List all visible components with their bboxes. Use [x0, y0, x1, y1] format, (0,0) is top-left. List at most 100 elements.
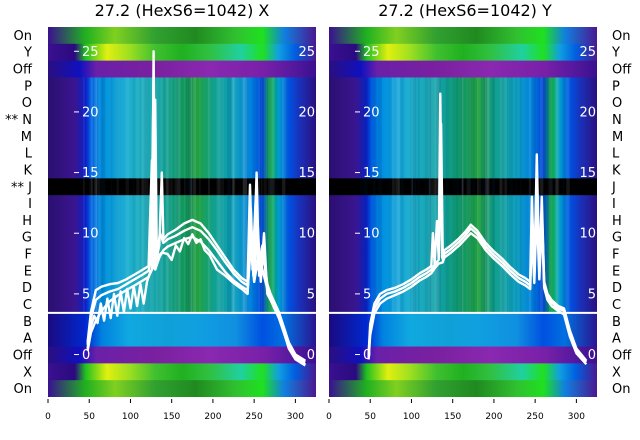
row-label: Off: [13, 348, 33, 363]
y-tick-label: 15: [363, 166, 380, 181]
texture-stripe: [268, 77, 272, 312]
row-label: X: [23, 365, 32, 380]
heatmap-row: [329, 363, 597, 380]
texture-stripe: [232, 77, 234, 312]
y-tick-label: 10: [298, 227, 315, 242]
row-label: A: [612, 332, 621, 347]
texture-stripe: [396, 77, 399, 312]
row-label: ** J: [11, 180, 32, 195]
row-label: F: [612, 248, 619, 263]
row-label: M: [21, 130, 32, 145]
row-label: I: [612, 197, 616, 212]
heatmap-row: [48, 61, 316, 78]
x-tick-label: 100: [122, 412, 139, 422]
row-label: Off: [612, 348, 632, 363]
y-tick-label: 25: [82, 45, 99, 60]
row-label: Off: [612, 63, 632, 78]
y-tick-label: 5: [363, 287, 371, 302]
heatmap-row: [329, 380, 597, 397]
row-label: I: [28, 197, 32, 212]
x-tick-label: 150: [163, 412, 180, 422]
row-label: X: [612, 365, 621, 380]
y-tick-label: 20: [579, 105, 596, 120]
row-label: G: [22, 231, 32, 246]
texture-stripe: [133, 77, 135, 312]
x-tick-label: 100: [403, 412, 420, 422]
texture-stripe: [467, 77, 469, 312]
texture-stripe: [448, 77, 450, 312]
y-tick-label: 0: [82, 348, 90, 363]
row-label: C: [23, 298, 32, 313]
chart-panel-x: 27.2 (HexS6=1042) X 05101520250510152025…: [5, 1, 316, 422]
y-tick-label: 5: [588, 287, 596, 302]
y-tick-label: 15: [579, 166, 596, 181]
texture-stripe: [282, 77, 285, 312]
chart-title: 27.2 (HexS6=1042) X: [95, 1, 270, 20]
row-label: D: [612, 281, 622, 296]
row-label: Off: [13, 63, 33, 78]
texture-stripe: [563, 77, 564, 312]
texture-stripe: [401, 77, 404, 312]
x-tick-label: 200: [204, 412, 221, 422]
row-labels: OnYOffPONMLKJIHGFEDCBAOffXOn: [611, 29, 632, 397]
y-tick-label: 10: [579, 227, 596, 242]
y-tick-label: 10: [82, 227, 99, 242]
x-tick-label: 300: [287, 412, 304, 422]
heatmap-row: [48, 27, 316, 44]
texture-stripe: [461, 77, 462, 312]
texture-stripe: [446, 77, 447, 312]
x-axis: 0 50 100 150 200 250 300: [326, 399, 585, 422]
texture-stripe: [102, 77, 106, 312]
y-tick-label: 25: [579, 45, 596, 60]
row-labels: OnYOffPO** NMLK** JIHGFEDCBAOffXOn: [5, 29, 33, 397]
row-label: B: [612, 315, 621, 330]
row-label: E: [612, 264, 620, 279]
x-tick-label: 50: [365, 412, 377, 422]
row-label: On: [612, 382, 630, 397]
row-label: P: [24, 79, 32, 94]
heatmap-row: [329, 61, 597, 78]
row-label: A: [23, 332, 32, 347]
texture-stripe: [485, 77, 489, 312]
x-tick-label: 0: [45, 412, 51, 422]
row-label: K: [612, 163, 621, 178]
texture-stripe: [178, 77, 181, 312]
chart-title: 27.2 (HexS6=1042) Y: [378, 1, 552, 20]
texture-stripe: [208, 77, 210, 312]
texture-stripe: [433, 77, 436, 312]
texture-stripe: [272, 77, 274, 312]
heatmap-plot: 0 5 10 15 20 25 0 5 10 15 20 25: [329, 27, 597, 398]
texture-stripe: [477, 77, 480, 312]
row-label: P: [612, 79, 620, 94]
row-label: C: [612, 298, 621, 313]
row-label: ** N: [5, 113, 32, 128]
texture-stripe: [174, 77, 177, 312]
texture-stripe: [392, 77, 394, 312]
row-label: On: [14, 29, 32, 44]
row-label: F: [25, 248, 32, 263]
texture-stripe: [222, 77, 224, 312]
x-tick-label: 300: [568, 412, 585, 422]
y-tick-label: 25: [298, 45, 315, 60]
y-tick-label: 0: [363, 348, 371, 363]
texture-stripe: [547, 77, 549, 312]
texture-stripe: [566, 77, 570, 312]
texture-stripe: [550, 77, 553, 312]
row-label: E: [24, 264, 32, 279]
y-tick-label: 10: [363, 227, 380, 242]
texture-stripe: [556, 77, 559, 312]
heatmap-row: [48, 380, 316, 397]
row-label: J: [611, 180, 616, 195]
x-tick-label: 250: [527, 412, 544, 422]
row-label: G: [612, 231, 622, 246]
y-tick-label: 5: [307, 287, 315, 302]
texture-stripe: [101, 77, 102, 312]
texture-stripe: [189, 77, 191, 312]
texture-stripe: [199, 77, 201, 312]
texture-stripe: [193, 77, 196, 312]
row-label: D: [22, 281, 32, 296]
chart-panel-y: 27.2 (HexS6=1042) Y 05101520250510152025…: [326, 1, 632, 422]
y-tick-label: 5: [82, 287, 90, 302]
texture-stripe: [504, 77, 507, 312]
x-tick-label: 250: [246, 412, 263, 422]
